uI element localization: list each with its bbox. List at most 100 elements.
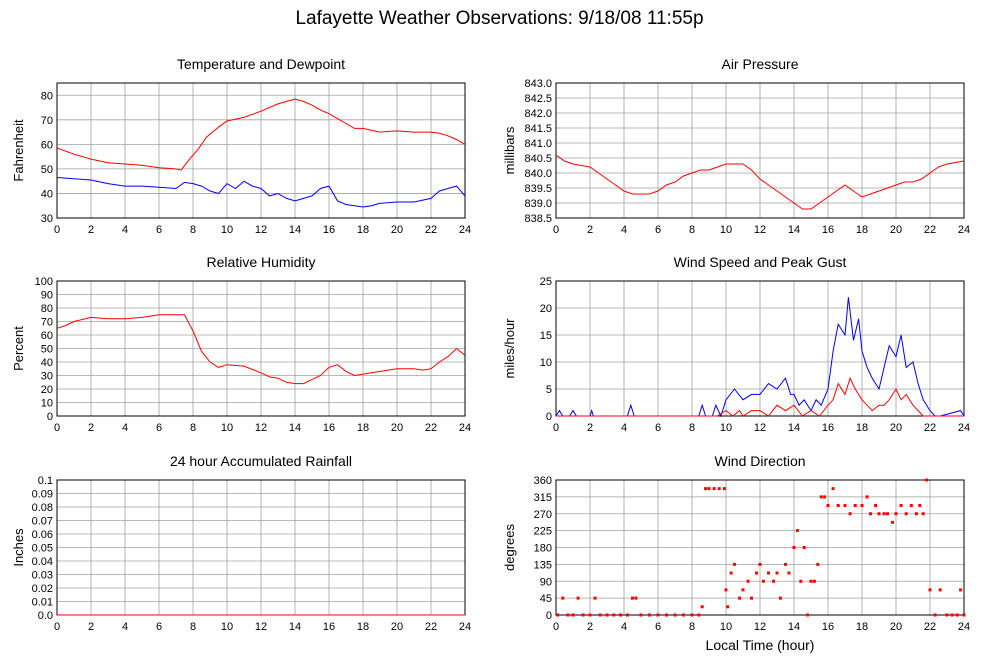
data-point xyxy=(634,596,638,600)
x-tick-label: 6 xyxy=(655,224,661,236)
y-tick-label: 0.0 xyxy=(38,610,53,622)
x-tick-label: 0 xyxy=(54,422,60,434)
data-point xyxy=(690,613,694,617)
data-point xyxy=(775,571,779,575)
data-point xyxy=(831,487,835,491)
data-point xyxy=(598,613,602,617)
x-tick-label: 10 xyxy=(221,224,233,236)
data-point xyxy=(865,495,869,499)
x-tick-label: 2 xyxy=(88,621,94,633)
x-tick-label: 20 xyxy=(391,621,403,633)
y-tick-label: 50 xyxy=(41,344,53,356)
data-point xyxy=(738,596,742,600)
data-point xyxy=(593,596,597,600)
data-point xyxy=(755,571,759,575)
data-point xyxy=(717,487,721,491)
x-tick-label: 12 xyxy=(255,621,267,633)
y-tick-label: 100 xyxy=(35,276,53,288)
data-point xyxy=(874,504,878,507)
x-tick-label: 10 xyxy=(720,621,732,633)
data-point xyxy=(772,579,776,583)
data-point xyxy=(886,512,889,516)
y-tick-label: 80 xyxy=(41,303,53,315)
x-tick-label: 4 xyxy=(122,422,128,434)
data-point xyxy=(938,588,942,592)
chart-title: Relative Humidity xyxy=(207,254,316,270)
data-point xyxy=(571,613,575,617)
y-tick-label: 0.09 xyxy=(32,489,53,501)
data-point xyxy=(700,605,704,609)
y-tick-label: 70 xyxy=(41,115,53,127)
data-point xyxy=(712,487,716,491)
y-tick-label: 0.04 xyxy=(32,556,53,568)
plot-frame xyxy=(555,479,965,616)
y-tick-label: 10 xyxy=(540,357,552,369)
y-tick-label: 40 xyxy=(41,357,53,369)
y-tick-label: 20 xyxy=(41,384,53,396)
y-axis-label: millibars xyxy=(502,126,517,174)
x-tick-label: 12 xyxy=(255,422,267,434)
series-line-0 xyxy=(555,297,965,418)
x-tick-label: 14 xyxy=(289,422,301,434)
x-tick-label: 2 xyxy=(88,422,94,434)
x-tick-label: 0 xyxy=(54,621,60,633)
chart-title: Wind Direction xyxy=(714,453,805,469)
y-tick-label: 25 xyxy=(540,276,552,288)
series-line-0 xyxy=(56,98,466,171)
x-tick-label: 24 xyxy=(958,224,970,236)
data-point xyxy=(899,504,903,507)
x-tick-label: 16 xyxy=(323,422,335,434)
y-tick-label: 60 xyxy=(41,330,53,342)
y-axis-label: Percent xyxy=(11,326,26,371)
x-tick-label: 4 xyxy=(122,621,128,633)
plot-frame xyxy=(555,82,965,219)
y-tick-label: 360 xyxy=(534,475,552,487)
x-tick-label: 20 xyxy=(890,224,902,236)
y-tick-label: 315 xyxy=(534,492,552,504)
y-axis-label: degrees xyxy=(502,524,517,571)
x-tick-label: 16 xyxy=(822,224,834,236)
chart-title: Air Pressure xyxy=(721,56,798,72)
x-tick-label: 20 xyxy=(890,621,902,633)
chart-title: Temperature and Dewpoint xyxy=(177,56,345,72)
x-tick-label: 24 xyxy=(459,621,471,633)
data-point xyxy=(882,512,886,516)
x-tick-label: 24 xyxy=(958,621,970,633)
data-point xyxy=(909,504,913,507)
x-tick-label: 24 xyxy=(459,224,471,236)
y-tick-label: 0 xyxy=(546,411,552,423)
x-tick-label: 16 xyxy=(822,621,834,633)
data-point xyxy=(816,562,820,566)
y-tick-label: 841.5 xyxy=(524,123,552,135)
data-point xyxy=(682,613,685,617)
chart-title: 24 hour Accumulated Rainfall xyxy=(170,453,352,469)
x-tick-label: 2 xyxy=(587,422,593,434)
x-tick-label: 12 xyxy=(255,224,267,236)
data-point xyxy=(853,504,857,507)
x-tick-label: 0 xyxy=(54,224,60,236)
y-tick-label: 0.03 xyxy=(32,570,53,582)
data-point xyxy=(631,596,634,600)
y-tick-label: 0.08 xyxy=(32,502,53,514)
x-tick-label: 10 xyxy=(221,422,233,434)
data-point xyxy=(933,613,937,617)
x-tick-label: 14 xyxy=(788,422,800,434)
x-tick-label: 10 xyxy=(720,224,732,236)
x-tick-label: 22 xyxy=(425,621,437,633)
x-tick-label: 8 xyxy=(689,621,695,633)
data-point xyxy=(809,579,813,583)
x-tick-label: 12 xyxy=(754,621,766,633)
x-tick-label: 2 xyxy=(88,224,94,236)
x-tick-label: 2 xyxy=(587,621,593,633)
x-tick-label: 16 xyxy=(822,422,834,434)
data-point xyxy=(729,571,733,575)
x-tick-label: 6 xyxy=(655,621,661,633)
data-point xyxy=(914,512,918,516)
y-tick-label: 839.5 xyxy=(524,183,552,195)
data-point xyxy=(697,613,701,617)
y-tick-label: 843.0 xyxy=(524,78,552,90)
chart-title: Wind Speed and Peak Gust xyxy=(674,254,847,270)
x-tick-label: 24 xyxy=(459,422,471,434)
data-point xyxy=(767,571,770,575)
